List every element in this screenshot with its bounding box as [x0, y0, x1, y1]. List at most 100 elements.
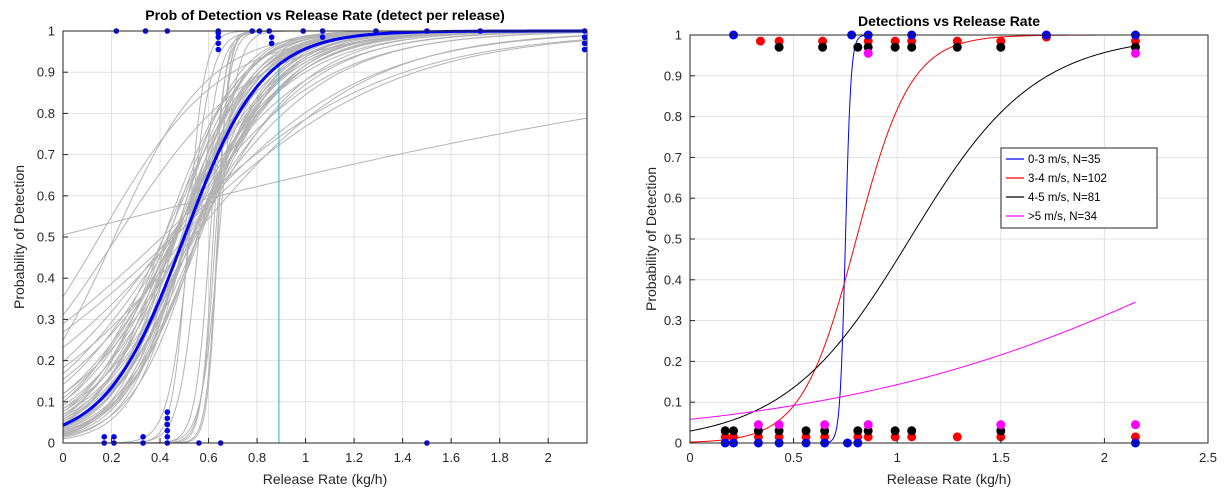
series-3-missed-point	[753, 420, 763, 430]
series-2-detected-point	[818, 42, 828, 52]
bootstrap-fit-line	[62, 31, 588, 395]
legend-entry-0: 0-3 m/s, N=35	[1006, 154, 1101, 166]
series-3-missed-point	[996, 420, 1006, 430]
y-tick-label: 0	[48, 436, 55, 451]
series-2-detected-point	[907, 42, 917, 52]
x-tick-label: 2	[1101, 450, 1108, 465]
bootstrap-fit-line	[62, 31, 588, 380]
series-1-detected-point	[755, 36, 765, 46]
series-2-detected-point	[952, 42, 962, 52]
y-tick-label: 0.2	[664, 354, 682, 369]
series-2-missed-point	[853, 426, 863, 436]
x-tick-label: 1.2	[345, 450, 363, 465]
y-tick-label: 0.3	[37, 312, 55, 327]
bootstrap-fit-line	[62, 39, 588, 333]
x-tick-label: 0.8	[248, 450, 266, 465]
x-tick-label: 0	[59, 450, 66, 465]
x-tick-label: 1.6	[442, 450, 460, 465]
y-tick-label: 0.7	[37, 147, 55, 162]
right-points	[720, 30, 1140, 448]
right-x-axis-label: Release Rate (kg/h)	[887, 471, 1012, 487]
series-2-missed-point	[907, 426, 917, 436]
missed-point	[140, 434, 146, 440]
right-y-axis-label: Probability of Detection	[643, 167, 659, 311]
left-y-axis-label: Probability of Detection	[11, 165, 27, 309]
y-tick-label: 0.1	[664, 395, 682, 410]
detected-point	[268, 40, 275, 47]
x-tick-label: 0.5	[785, 450, 803, 465]
y-tick-label: 0	[675, 436, 682, 451]
right-y-ticks: 0 0.1 0.2 0.3 0.4 0.5 0.6 0.7 0.8 0.9 1	[664, 28, 695, 451]
y-tick-label: 0.5	[37, 230, 55, 245]
series-2-detected-point	[853, 42, 863, 52]
series-fit-line-2	[689, 45, 1136, 432]
detected-point	[581, 40, 588, 47]
detected-point	[268, 34, 275, 40]
x-tick-label: 0.4	[151, 450, 169, 465]
x-tick-label: 2	[545, 450, 552, 465]
legend-entry-3: >5 m/s, N=34	[1006, 211, 1098, 223]
left-x-axis-label: Release Rate (kg/h)	[263, 471, 388, 487]
series-2-missed-point	[729, 426, 739, 436]
y-tick-label: 0.7	[664, 150, 682, 165]
detected-point	[215, 46, 222, 53]
y-tick-label: 0.8	[37, 106, 55, 121]
x-tick-label: 1.5	[992, 450, 1010, 465]
missed-point	[164, 434, 171, 440]
series-2-missed-point	[890, 426, 900, 436]
legend-entry-2: 4-5 m/s, N=81	[1006, 192, 1101, 204]
detected-point	[581, 46, 588, 53]
x-tick-label: 2.5	[1199, 450, 1217, 465]
legend-label-0: 0-3 m/s, N=35	[1028, 154, 1101, 166]
right-chart-title: Detections vs Release Rate	[858, 13, 1040, 29]
series-1-missed-point	[952, 432, 962, 442]
y-tick-label: 1	[48, 24, 55, 39]
y-tick-label: 0.4	[664, 272, 682, 287]
y-tick-label: 0.2	[37, 353, 55, 368]
bootstrap-fit-line	[62, 35, 588, 349]
left-chart-title: Prob of Detection vs Release Rate (detec…	[145, 7, 504, 23]
x-tick-label: 1	[302, 450, 309, 465]
x-tick-label: 1	[894, 450, 901, 465]
bootstrap-fit-line	[62, 34, 588, 369]
y-tick-label: 0.9	[37, 65, 55, 80]
series-3-missed-point	[863, 420, 873, 430]
series-3-missed-point	[820, 420, 830, 430]
legend-box	[1000, 147, 1158, 229]
left-points	[101, 28, 588, 446]
y-tick-label: 0.9	[664, 68, 682, 83]
series-fit-line-3	[689, 301, 1136, 420]
legend-label-1: 3-4 m/s, N=102	[1028, 173, 1107, 185]
y-tick-label: 0.8	[664, 109, 682, 124]
right-x-ticks: 0 0.5 1 1.5 2 2.5	[686, 438, 1217, 465]
missed-point	[111, 434, 117, 440]
x-tick-label: 1.4	[394, 450, 412, 465]
series-3-missed-point	[774, 420, 784, 430]
detected-point	[319, 34, 326, 40]
series-2-missed-point	[720, 426, 730, 436]
x-tick-label: 1.8	[491, 450, 509, 465]
series-2-missed-point	[801, 426, 811, 436]
series-3-missed-point	[1130, 420, 1140, 430]
bootstrap-fit-line	[62, 39, 588, 325]
missed-point	[164, 427, 171, 434]
series-2-detected-point	[774, 42, 784, 52]
legend-label-3: >5 m/s, N=34	[1028, 211, 1098, 223]
left-x-ticks: 0 0.2 0.4 0.6 0.8 1 1.2 1.4 1.6 1.8 2	[59, 438, 552, 465]
detected-point	[215, 40, 222, 47]
y-tick-label: 0.6	[37, 188, 55, 203]
y-tick-label: 0.6	[664, 191, 682, 206]
left-chart: Prob of Detection vs Release Rate (detec…	[11, 7, 588, 487]
bootstrap-fit-line	[62, 117, 588, 236]
y-tick-label: 0.5	[664, 232, 682, 247]
legend-label-2: 4-5 m/s, N=81	[1028, 192, 1101, 204]
x-tick-label: 0	[686, 450, 693, 465]
series-3-detected-point	[1130, 48, 1140, 58]
series-2-detected-point	[890, 42, 900, 52]
detected-point	[215, 34, 222, 40]
missed-point	[164, 421, 171, 428]
left-y-ticks: 0 0.1 0.2 0.3 0.4 0.5 0.6 0.7 0.8 0.9 1	[37, 24, 68, 451]
detected-point	[215, 30, 222, 36]
missed-point	[101, 434, 108, 440]
